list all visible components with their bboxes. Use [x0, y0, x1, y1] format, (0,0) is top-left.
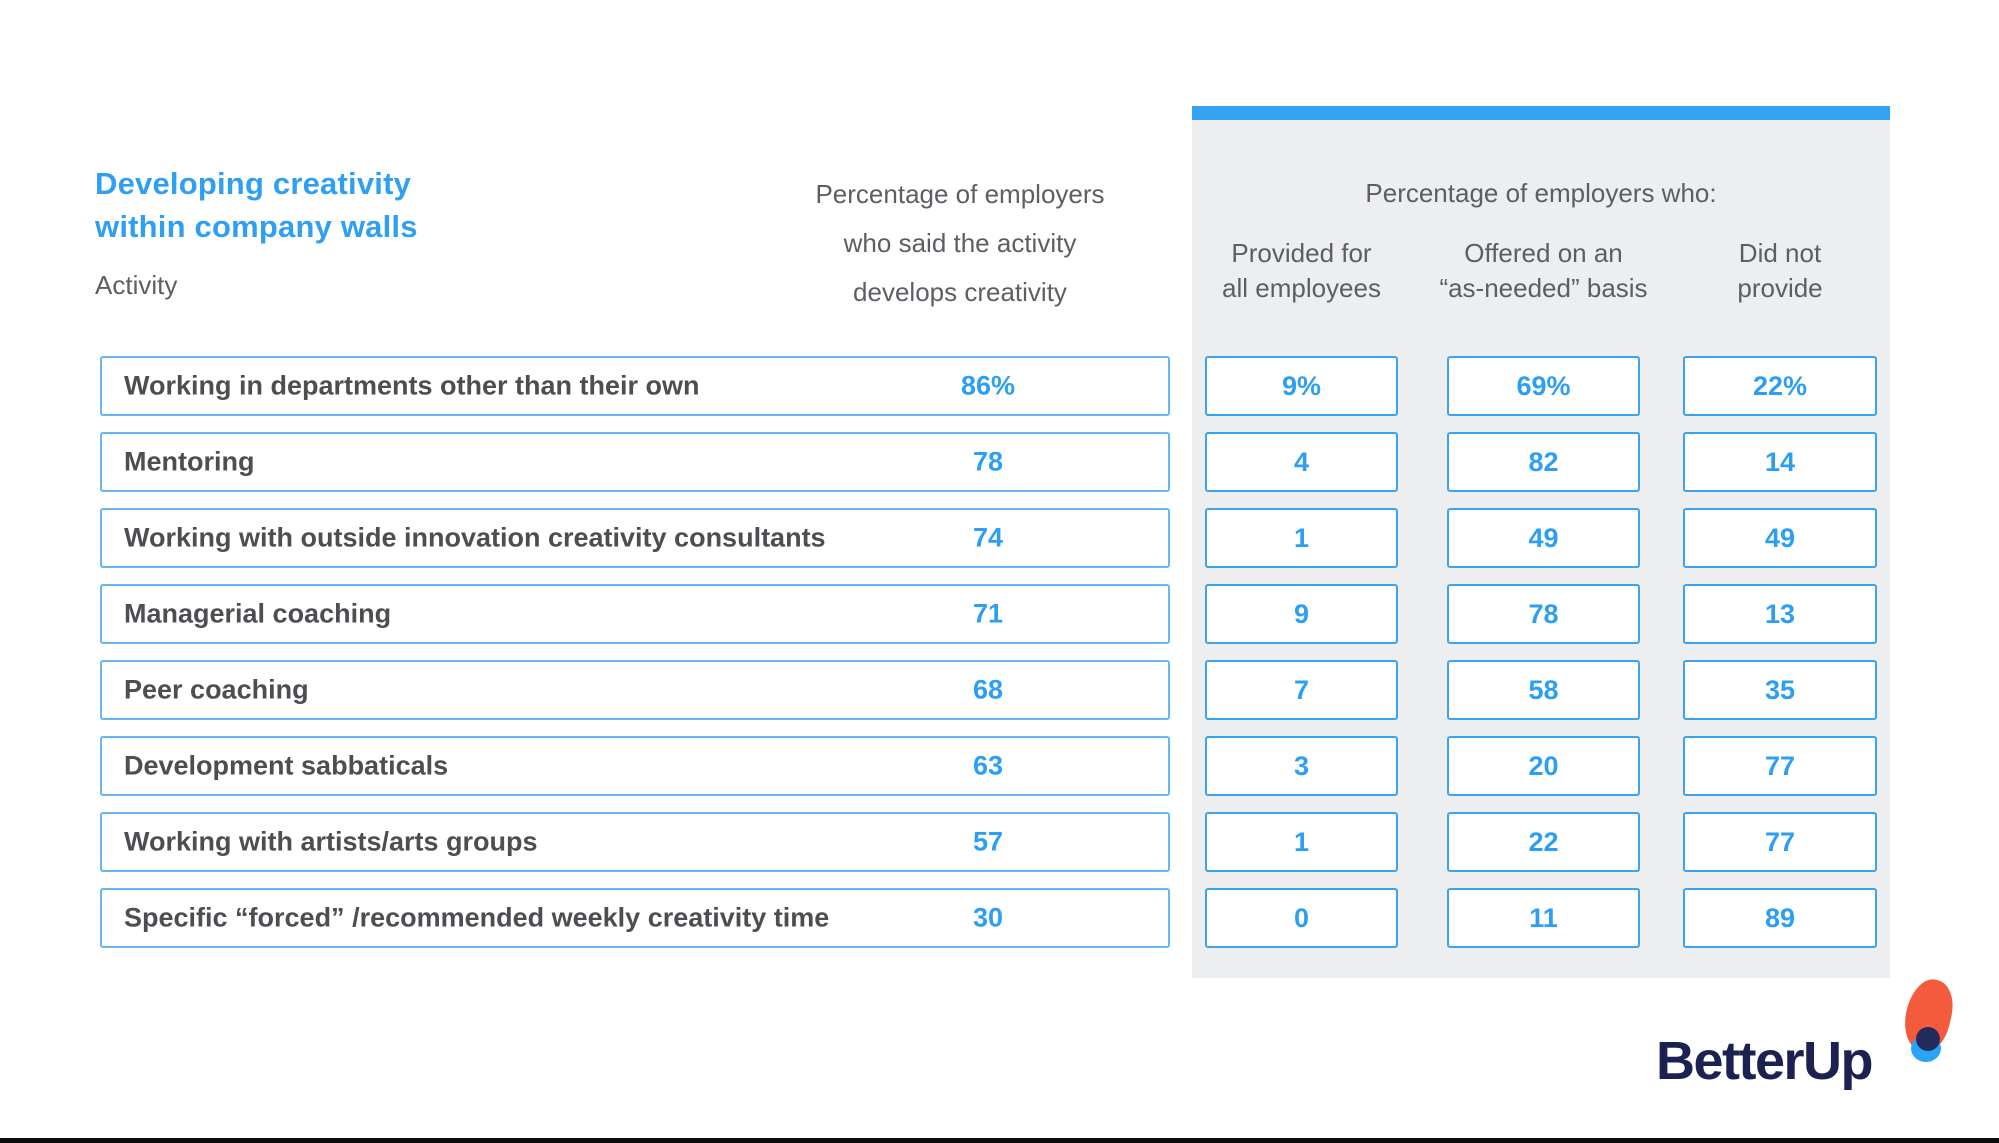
value-cell-provided: 3 — [1205, 736, 1398, 796]
activity-name: Specific “forced” /recommended weekly cr… — [124, 902, 830, 933]
column-header-line: “as-needed” basis — [1439, 273, 1648, 303]
value-cell-not-provided: 22% — [1683, 356, 1877, 416]
activity-column-label: Activity — [95, 270, 178, 300]
table-row: Working with artists/arts groups 57 1 22… — [0, 812, 1999, 872]
table-row: Working in departments other than their … — [0, 356, 1999, 416]
page-title: Developing creativity within company wal… — [95, 162, 418, 248]
activity-name: Working with artists/arts groups — [124, 826, 538, 857]
value-cell-not-provided: 77 — [1683, 812, 1877, 872]
column-header-line: Did not — [1738, 238, 1822, 268]
column-header-offered-as-needed: Offered on an “as-needed” basis — [1427, 236, 1660, 306]
value-cell-offered: 82 — [1447, 432, 1640, 492]
activity-row-box: Managerial coaching 71 — [100, 584, 1170, 644]
develops-creativity-value: 30 — [972, 902, 1004, 933]
betterup-logo-icon — [1898, 974, 1960, 1070]
activity-row-box: Working with artists/arts groups 57 — [100, 812, 1170, 872]
column-header-did-not-provide: Did not provide — [1683, 236, 1877, 306]
develops-creativity-value: 74 — [972, 522, 1004, 553]
develops-creativity-value: 78 — [972, 446, 1004, 477]
activity-name: Peer coaching — [124, 674, 309, 705]
activity-name: Development sabbaticals — [124, 750, 449, 781]
value-cell-provided: 9% — [1205, 356, 1398, 416]
activity-row-box: Working with outside innovation creativi… — [100, 508, 1170, 568]
column-header-line: all employees — [1222, 273, 1381, 303]
betterup-wordmark: BetterUp — [1656, 1031, 1874, 1091]
activity-name: Working with outside innovation creativi… — [124, 522, 826, 553]
value-cell-not-provided: 89 — [1683, 888, 1877, 948]
value-cell-offered: 20 — [1447, 736, 1640, 796]
bottom-border-line — [0, 1138, 1999, 1143]
activity-row-box: Specific “forced” /recommended weekly cr… — [100, 888, 1170, 948]
value-cell-provided: 7 — [1205, 660, 1398, 720]
value-cell-not-provided: 14 — [1683, 432, 1877, 492]
value-cell-not-provided: 49 — [1683, 508, 1877, 568]
value-cell-offered: 22 — [1447, 812, 1640, 872]
develops-column-header: Percentage of employers who said the act… — [785, 170, 1135, 317]
table-row: Specific “forced” /recommended weekly cr… — [0, 888, 1999, 948]
activity-row-box: Mentoring 78 — [100, 432, 1170, 492]
table-row: Development sabbaticals 63 3 20 77 — [0, 736, 1999, 796]
value-cell-not-provided: 35 — [1683, 660, 1877, 720]
page-title-line1: Developing creativity — [95, 166, 412, 201]
develops-creativity-value: 86% — [960, 370, 1016, 401]
develops-creativity-value: 63 — [972, 750, 1004, 781]
column-header-line: provide — [1737, 273, 1823, 303]
develops-creativity-value: 71 — [972, 598, 1004, 629]
develops-header-line1: Percentage of employers — [815, 179, 1105, 209]
develops-header-line2: who said the activity — [843, 228, 1077, 258]
develops-creativity-value: 68 — [972, 674, 1004, 705]
logo-navy-dot — [1916, 1027, 1940, 1051]
develops-header-line3: develops creativity — [853, 277, 1067, 307]
column-header-provided-for-all: Provided for all employees — [1205, 236, 1398, 306]
value-cell-not-provided: 77 — [1683, 736, 1877, 796]
activity-name: Working in departments other than their … — [124, 370, 700, 401]
value-cell-offered: 69% — [1447, 356, 1640, 416]
activity-row-box: Peer coaching 68 — [100, 660, 1170, 720]
panel-top-accent-bar — [1192, 106, 1890, 120]
develops-creativity-value: 57 — [972, 826, 1004, 857]
data-rows: Working in departments other than their … — [0, 356, 1999, 964]
column-header-line: Provided for — [1231, 238, 1372, 268]
value-cell-provided: 1 — [1205, 508, 1398, 568]
page-title-line2: within company walls — [95, 209, 418, 244]
activity-row-box: Working in departments other than their … — [100, 356, 1170, 416]
column-header-line: Offered on an — [1464, 238, 1623, 268]
value-cell-provided: 1 — [1205, 812, 1398, 872]
value-cell-offered: 78 — [1447, 584, 1640, 644]
table-row: Mentoring 78 4 82 14 — [0, 432, 1999, 492]
value-cell-provided: 4 — [1205, 432, 1398, 492]
activity-name: Managerial coaching — [124, 598, 392, 629]
table-row: Working with outside innovation creativi… — [0, 508, 1999, 568]
value-cell-not-provided: 13 — [1683, 584, 1877, 644]
value-cell-offered: 58 — [1447, 660, 1640, 720]
value-cell-offered: 49 — [1447, 508, 1640, 568]
value-cell-offered: 11 — [1447, 888, 1640, 948]
table-row: Managerial coaching 71 9 78 13 — [0, 584, 1999, 644]
activity-row-box: Development sabbaticals 63 — [100, 736, 1170, 796]
table-row: Peer coaching 68 7 58 35 — [0, 660, 1999, 720]
value-cell-provided: 9 — [1205, 584, 1398, 644]
panel-header: Percentage of employers who: — [1365, 178, 1717, 208]
activity-name: Mentoring — [124, 446, 255, 477]
value-cell-provided: 0 — [1205, 888, 1398, 948]
